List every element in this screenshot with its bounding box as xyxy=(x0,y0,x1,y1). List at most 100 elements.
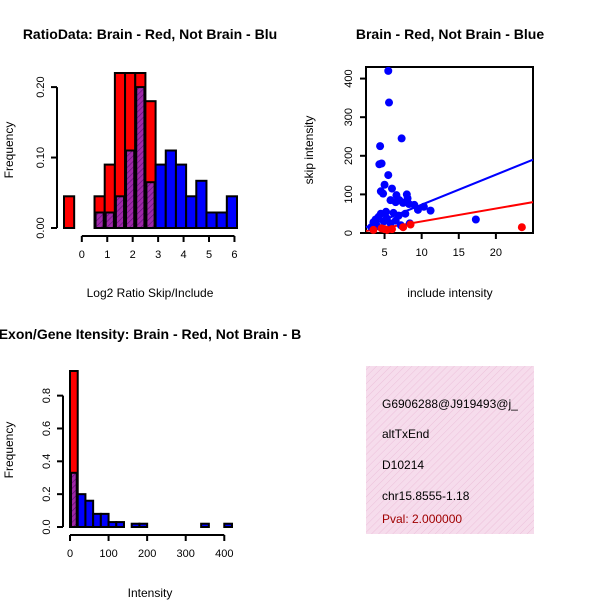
info-panel-background xyxy=(366,366,534,534)
ratio-histogram-bar-overlap xyxy=(125,149,136,229)
scatter-point-not-brain xyxy=(376,142,385,151)
info-line-event-type: altTxEnd xyxy=(382,427,429,441)
ratio-histogram-bin xyxy=(113,72,127,230)
intensity-histogram-bin xyxy=(84,499,95,529)
intensity-histogram-bin xyxy=(69,370,79,528)
intensity-histogram-bar-not-brain xyxy=(223,522,234,528)
ratio-histogram-xlabel: Log2 Ratio Skip/Include xyxy=(87,286,214,300)
scatter-point-not-brain xyxy=(377,159,386,168)
scatter-y-tick-label: 400 xyxy=(343,69,355,87)
scatter-point-brain xyxy=(517,223,526,232)
intensity-histogram-bin xyxy=(223,522,234,528)
scatter-point-not-brain xyxy=(401,209,410,218)
intensity-histogram-bin xyxy=(92,512,102,529)
scatter-y-tick-label: 300 xyxy=(343,108,355,126)
scatter-point-brain xyxy=(406,220,415,229)
intensity-histogram-panel: Exon/Gene Itensity: Brain - Red, Not Bra… xyxy=(0,326,301,600)
ratio-histogram-bar-not-brain xyxy=(225,195,239,230)
scatter-point-not-brain xyxy=(385,98,394,107)
scatter-point-brain xyxy=(387,225,396,234)
ratio-histogram-x-tick-label: 0 xyxy=(79,249,85,261)
scatter-point-not-brain xyxy=(384,171,393,180)
ratio-histogram-bin xyxy=(215,211,228,229)
ratio-histogram-bar-brain xyxy=(63,195,76,230)
intensity-histogram-bin xyxy=(115,521,125,528)
ratio-histogram-bin xyxy=(195,179,208,229)
intensity-histogram-bar-not-brain xyxy=(76,493,87,529)
scatter-point-not-brain xyxy=(471,215,480,224)
intensity-histogram-bar-not-brain xyxy=(84,499,95,529)
ratio-histogram-bin xyxy=(124,72,137,229)
ratio-histogram-x-tick-label: 6 xyxy=(231,249,237,261)
ratio-histogram-bin xyxy=(185,195,198,230)
ratio-histogram-bar-not-brain xyxy=(205,211,218,229)
intensity-histogram-bin xyxy=(76,493,87,529)
scatter-ylabel: skip intensity xyxy=(302,116,316,185)
scatter-point-brain xyxy=(377,224,386,233)
scatter-x-tick-label: 10 xyxy=(416,247,428,259)
ratio-histogram-y-tick-label: 0.00 xyxy=(35,217,47,238)
scatter-y-tick-label: 0 xyxy=(343,230,355,236)
scatter-xlabel: include intensity xyxy=(407,286,492,300)
intensity-histogram-bin xyxy=(200,522,210,528)
scatter-point-not-brain xyxy=(379,217,388,226)
intensity-histogram-bin xyxy=(130,522,141,528)
ratio-histogram-y-tick-label: 0.20 xyxy=(35,76,47,97)
intensity-histogram-y-tick-label: 0.4 xyxy=(41,454,53,469)
info-panel: G6906288@J919493@j_ altTxEnd D10214 chr1… xyxy=(366,366,534,534)
ratio-histogram-bars xyxy=(63,72,239,230)
ratio-histogram-bar-overlap xyxy=(145,181,156,229)
ratio-histogram-bar-overlap xyxy=(114,195,126,230)
ratio-histogram-x-tick-label: 3 xyxy=(155,249,161,261)
intensity-histogram-bar-not-brain xyxy=(130,522,141,528)
intensity-histogram-axes: 0 100 200 300 400 0.0 0.2 0.4 0.6 0.8 xyxy=(41,388,233,560)
ratio-histogram-bin xyxy=(154,163,167,230)
ratio-histogram-bar-not-brain xyxy=(215,211,228,229)
intensity-histogram-xlabel: Intensity xyxy=(128,586,173,600)
ratio-histogram-bin xyxy=(103,163,116,230)
intensity-histogram-x-tick-label: 0 xyxy=(67,548,73,560)
intensity-histogram-x-tick-label: 400 xyxy=(215,548,233,560)
scatter-point-not-brain xyxy=(413,205,422,214)
intensity-histogram-y-tick-label: 0.0 xyxy=(41,519,53,534)
ratio-histogram-x-tick-label: 2 xyxy=(130,249,136,261)
ratio-histogram-bar-not-brain xyxy=(174,163,188,230)
scatter-y-tick-label: 100 xyxy=(343,185,355,203)
scatter-title: Brain - Red, Not Brain - Blue xyxy=(356,26,544,42)
ratio-histogram-bin xyxy=(144,100,157,229)
ratio-histogram-bin xyxy=(205,211,218,229)
intensity-histogram-bin xyxy=(138,522,149,528)
intensity-histogram-x-tick-label: 100 xyxy=(99,548,117,560)
ratio-histogram-y-tick-label: 0.10 xyxy=(35,147,47,168)
ratio-histogram-bar-not-brain xyxy=(164,149,177,229)
intensity-histogram-title: Exon/Gene Itensity: Brain - Red, Not Bra… xyxy=(0,326,301,342)
ratio-histogram-bar-not-brain xyxy=(195,179,208,229)
intensity-histogram-bar-not-brain xyxy=(99,512,110,529)
info-line-location: chr15.8555-1.18 xyxy=(382,489,470,503)
intensity-histogram-y-tick-label: 0.2 xyxy=(41,487,53,502)
scatter-point-brain xyxy=(399,223,408,232)
ratio-histogram-bin xyxy=(174,163,188,230)
scatter-points xyxy=(367,66,526,234)
scatter-x-tick-label: 5 xyxy=(381,247,387,259)
scatter-point-not-brain xyxy=(379,189,388,198)
ratio-histogram-bin xyxy=(63,195,76,230)
scatter-point-brain xyxy=(369,225,378,234)
ratio-histogram-panel: RatioData: Brain - Red, Not Brain - Blu … xyxy=(2,26,277,300)
scatter-point-not-brain xyxy=(384,66,393,75)
ratio-histogram-title: RatioData: Brain - Red, Not Brain - Blu xyxy=(23,26,277,42)
intensity-histogram-y-tick-label: 0.8 xyxy=(41,388,53,403)
scatter-point-not-brain xyxy=(397,134,406,143)
scatter-point-not-brain xyxy=(380,180,389,189)
intensity-histogram-bar-not-brain xyxy=(200,522,210,528)
ratio-histogram-x-tick-label: 4 xyxy=(181,249,187,261)
ratio-histogram-bar-not-brain xyxy=(154,163,167,230)
ratio-histogram-x-tick-label: 1 xyxy=(104,249,110,261)
ratio-histogram-x-tick-label: 5 xyxy=(206,249,212,261)
scatter-plot-frame xyxy=(365,66,534,234)
scatter-point-not-brain xyxy=(391,198,400,207)
info-line-id: D10214 xyxy=(382,458,424,472)
intensity-histogram-ylabel: Frequency xyxy=(2,422,16,479)
intensity-histogram-x-tick-label: 200 xyxy=(138,548,156,560)
info-line-gene: G6906288@J919493@j_ xyxy=(382,397,518,411)
